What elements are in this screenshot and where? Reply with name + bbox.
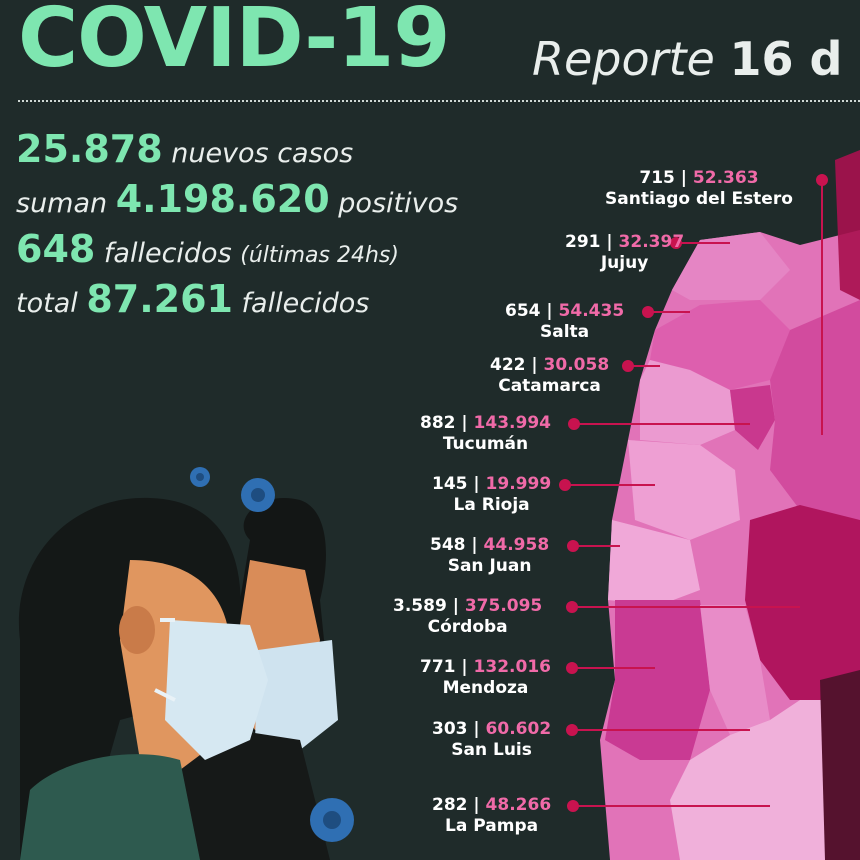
virus-icon — [190, 467, 354, 842]
stat-number: 4.198.620 — [115, 177, 330, 221]
page-title: COVID-19 — [18, 0, 450, 86]
stat-number: 25.878 — [16, 127, 163, 171]
stat-total-positive: suman 4.198.620 positivos — [16, 177, 459, 221]
province-label: 548 | 44.958 San Juan — [430, 535, 550, 576]
province-label: 291 | 32.397 Jujuy — [565, 232, 685, 273]
province-label: 715 | 52.363 Santiago del Estero — [605, 168, 793, 209]
province-label: 882 | 143.994 Tucumán — [420, 413, 551, 454]
stat-number: 87.261 — [86, 277, 233, 321]
stat-new-cases: 25.878 nuevos casos — [16, 127, 354, 171]
province-label: 3.589 | 375.095 Córdoba — [393, 596, 543, 637]
stat-number: 648 — [16, 227, 96, 271]
province-label: 422 | 30.058 Catamarca — [490, 355, 610, 396]
province-label: 771 | 132.016 Mendoza — [420, 657, 551, 698]
header-divider — [18, 100, 860, 102]
masked-people-illustration — [18, 497, 338, 860]
argentina-map — [600, 150, 860, 860]
report-subtitle: Reporte 16 d — [532, 36, 842, 82]
province-label: 303 | 60.602 San Luis — [432, 719, 552, 760]
report-date: 16 d — [729, 32, 843, 86]
province-label: 282 | 48.266 La Pampa — [432, 795, 552, 836]
report-label: Reporte — [532, 32, 715, 86]
stat-total-deaths: total 87.261 fallecidos — [16, 277, 370, 321]
connector-lines — [559, 174, 828, 812]
stat-deaths-24h: 648 fallecidos (últimas 24hs) — [16, 227, 399, 271]
province-label: 654 | 54.435 Salta — [505, 301, 625, 342]
province-label: 145 | 19.999 La Rioja — [432, 474, 552, 515]
